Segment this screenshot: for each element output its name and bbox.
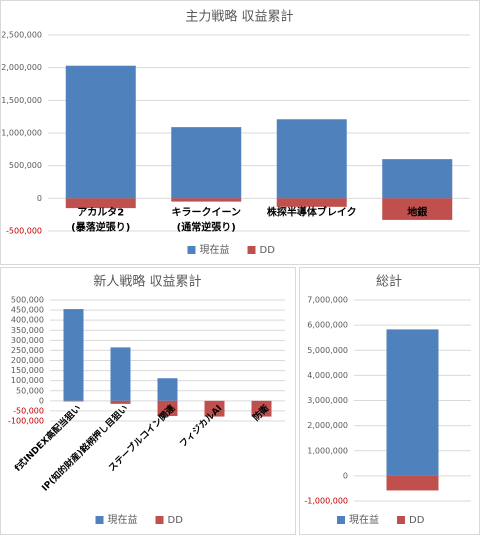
y-tick-label: 1,500,000: [1, 96, 42, 105]
bar: [204, 400, 225, 417]
y-tick-label: 1,000,000: [1, 129, 42, 138]
x-tick-label: キラークイーン: [172, 206, 242, 218]
legend-swatch: [187, 246, 196, 254]
legend-label: DD: [260, 245, 276, 256]
x-tick-label: アカルタ2: [77, 206, 124, 218]
y-tick-label: 50,000: [16, 386, 44, 395]
legend-label: DD: [168, 515, 184, 526]
legend-swatch: [247, 246, 256, 254]
y-tick-label: 2,000,000: [1, 63, 42, 72]
legend-label: 現在益: [108, 513, 138, 526]
y-tick-label: 500,000: [9, 161, 42, 170]
bar: [65, 65, 136, 199]
bar: [171, 127, 242, 199]
y-tick-label: 6,000,000: [307, 321, 348, 330]
bar: [276, 198, 347, 207]
bar: [110, 347, 131, 401]
chart-title: 主力戦略 収益累計: [185, 9, 293, 25]
y-tick-label: 0: [39, 396, 44, 405]
legend-label: DD: [409, 515, 425, 526]
y-tick-label: 450,000: [11, 306, 44, 315]
legend-swatch: [337, 516, 345, 524]
y-tick-label: -500,000: [6, 227, 42, 236]
bar: [386, 475, 439, 491]
y-tick-label: 400,000: [11, 316, 44, 325]
bar: [65, 198, 136, 209]
y-tick-label: -100,000: [8, 417, 44, 426]
legend-swatch: [397, 516, 405, 524]
bar: [157, 378, 178, 401]
chart-title: 総計: [376, 274, 402, 290]
x-tick-label: 地銀: [407, 205, 427, 218]
y-tick-label: 0: [343, 471, 348, 480]
y-tick-label: 200,000: [11, 356, 44, 365]
legend-swatch: [95, 516, 104, 524]
y-tick-label: 250,000: [11, 346, 44, 355]
y-tick-label: -1,000,000: [304, 497, 348, 506]
bar: [251, 400, 272, 417]
y-tick-label: 2,500,000: [1, 31, 42, 40]
bar: [171, 198, 242, 202]
chart-title: 新人戦略 収益累計: [93, 274, 201, 290]
legend-label: 現在益: [349, 513, 379, 526]
legend-swatch: [155, 516, 164, 524]
bar: [63, 400, 84, 402]
bar: [382, 159, 453, 199]
bar: [157, 400, 178, 416]
y-tick-label: 350,000: [11, 326, 44, 335]
y-tick-label: 500,000: [11, 296, 44, 305]
y-tick-label: 5,000,000: [307, 346, 348, 355]
bar: [382, 198, 453, 220]
chart-panel: 新人戦略 収益累計 -100,000 -50,000050,000100,00015…: [0, 267, 296, 535]
legend-label: 現在益: [200, 243, 230, 256]
y-tick-label: -50,000: [13, 406, 44, 415]
bar: [276, 119, 347, 199]
y-tick-label: 0: [37, 194, 42, 203]
bar: [110, 400, 131, 404]
y-tick-label: 3,000,000: [307, 396, 348, 405]
chart-panel: 主力戦略 収益累計 -500,000 0 500,000 1,000,000 1,500,…: [0, 0, 480, 265]
y-tick-label: 1,000,000: [307, 446, 348, 455]
y-tick-label: 100,000: [11, 376, 44, 385]
chart-panel: 総計 -1,000,000 0 1,000,000 2,000,000 3,000,000…: [299, 267, 480, 535]
bar: [63, 309, 84, 401]
y-tick-label: 300,000: [11, 336, 44, 345]
bar: [386, 329, 439, 476]
y-tick-label: 7,000,000: [307, 296, 348, 305]
x-tick-label: 株探半導体ブレイク: [267, 205, 357, 218]
x-tick-label: (通常逆張り): [177, 220, 236, 233]
y-tick-label: 4,000,000: [307, 371, 348, 380]
x-tick-label: (暴落逆張り): [71, 220, 130, 233]
y-tick-label: 150,000: [11, 366, 44, 375]
y-tick-label: 2,000,000: [307, 421, 348, 430]
